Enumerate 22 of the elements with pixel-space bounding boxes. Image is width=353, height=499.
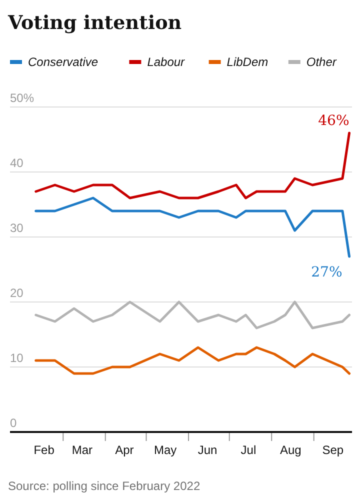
chart-title: Voting intention	[7, 12, 182, 34]
legend-label: Other	[306, 55, 338, 69]
x-tick-label: May	[154, 443, 177, 457]
x-tick-label: Mar	[72, 443, 93, 457]
annotation: 27%	[311, 264, 342, 280]
legend-label: Conservative	[28, 55, 98, 69]
source-note: Source: polling since February 2022	[8, 479, 200, 493]
legend-label: LibDem	[226, 55, 268, 69]
y-tick-label: 10	[10, 351, 24, 365]
legend-label: Labour	[147, 55, 186, 69]
x-tick-label: Aug	[280, 443, 302, 457]
y-tick-label: 30	[10, 221, 24, 235]
y-tick-label: 20	[10, 286, 24, 300]
x-tick-label: Feb	[34, 443, 55, 457]
x-tick-label: Sep	[322, 443, 344, 457]
y-tick-label: 40	[10, 156, 24, 170]
y-tick-label: 50%	[10, 91, 34, 105]
annotation: 46%	[318, 113, 350, 129]
x-tick-label: Apr	[115, 443, 134, 457]
y-tick-label: 0	[10, 416, 17, 430]
x-tick-label: Jul	[240, 443, 256, 457]
x-tick-label: Jun	[198, 443, 218, 457]
